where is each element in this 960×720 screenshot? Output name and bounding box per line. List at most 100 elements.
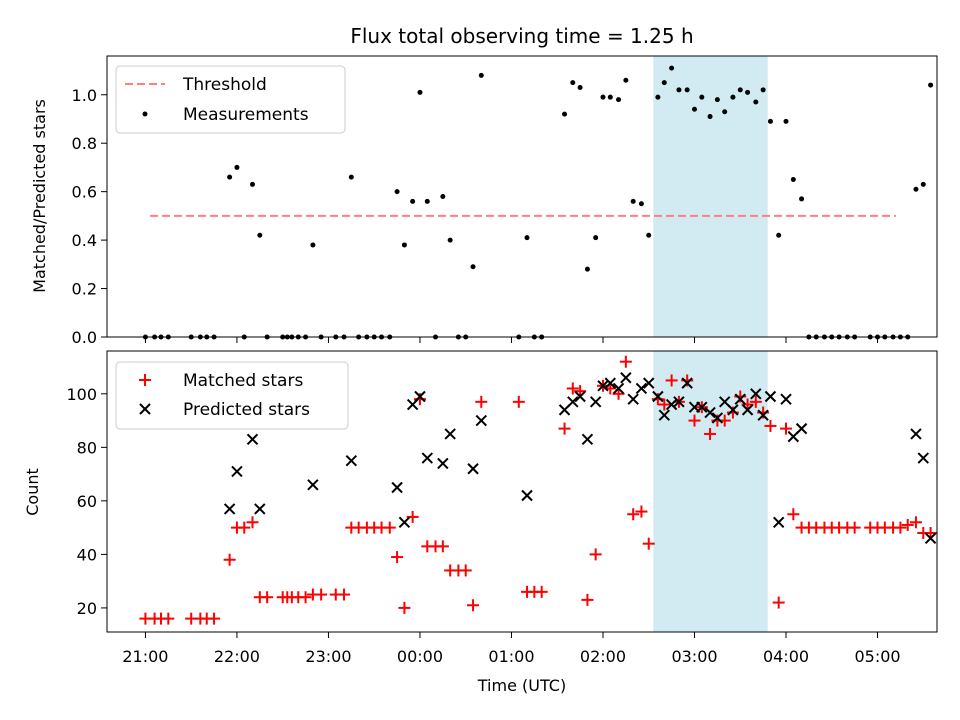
matched-star-point [627, 508, 640, 521]
predicted-star-point [741, 404, 754, 416]
measurement-point [684, 87, 690, 93]
predicted-star-point [246, 433, 259, 446]
matched-star-point [665, 374, 678, 387]
matched-star-point [223, 553, 236, 566]
matched-star-point [208, 612, 221, 625]
chart-title: Flux total observing time = 1.25 h [350, 24, 693, 48]
predicted-star-point [307, 479, 319, 491]
measurement-point [730, 94, 736, 100]
legend-predicted-label: Predicted stars [183, 400, 310, 420]
measurement-point [250, 181, 256, 187]
matched-star-point [535, 585, 548, 598]
predicted-star-point [612, 382, 625, 395]
matched-star-point [475, 395, 488, 408]
predicted-star-point [711, 412, 724, 424]
measurement-point [669, 65, 675, 71]
predicted-star-point [398, 516, 411, 528]
measurement-point [661, 80, 667, 86]
bot-y-tick-label: 40 [77, 545, 97, 564]
matched-star-point [299, 591, 312, 604]
measurement-point [630, 198, 636, 204]
predicted-star-point [437, 457, 449, 470]
bot-y-tick-label: 60 [77, 492, 97, 511]
measurement-point [570, 80, 576, 86]
predicted-star-point [910, 428, 922, 440]
bot-y-tick-label: 20 [77, 599, 97, 618]
measurement-point [600, 94, 606, 100]
predicted-star-point [604, 377, 617, 389]
measurement-point [524, 235, 530, 241]
predicted-star-point [574, 390, 586, 403]
measurement-point [691, 106, 697, 112]
measurement-point [607, 94, 613, 100]
measurement-point [638, 201, 644, 207]
x-tick-label: 03:00 [671, 647, 717, 666]
predicted-star-point [757, 409, 769, 421]
predicted-star-point [924, 532, 937, 545]
predicted-star-point [475, 414, 487, 427]
measurement-point [227, 174, 233, 180]
matched-star-point [848, 521, 861, 534]
predicted-star-point [764, 390, 777, 403]
matched-star-point [261, 591, 274, 604]
top-y-tick-label: 0.8 [72, 134, 97, 153]
predicted-star-point [421, 452, 433, 464]
predicted-star-point [780, 393, 792, 405]
measurement-point [699, 94, 705, 100]
predicted-star-point [681, 377, 693, 389]
legend-predicted-swatch [139, 403, 151, 415]
measurement-point [790, 177, 796, 183]
measurement-point [417, 89, 423, 95]
measurement-point [760, 87, 766, 93]
x-tick-label: 22:00 [214, 647, 260, 666]
predicted-star-point [917, 452, 929, 464]
predicted-star-point [635, 382, 648, 395]
matched-star-point [901, 518, 914, 531]
measurement-point [310, 242, 316, 248]
matched-star-point [315, 588, 328, 601]
x-axis-label: Time (UTC) [477, 676, 566, 695]
top-y-tick-label: 0.2 [72, 280, 97, 299]
predicted-star-point [444, 428, 456, 440]
matched-star-point [909, 516, 922, 529]
matched-star-point [558, 422, 571, 435]
predicted-star-point [696, 401, 708, 413]
predicted-star-point [750, 388, 762, 400]
matched-star-point [436, 540, 449, 553]
measurement-point [753, 99, 759, 105]
measurement-point [776, 232, 782, 238]
legend-threshold-label: Threshold [182, 75, 267, 95]
matched-star-point [162, 612, 175, 625]
measurement-point [593, 235, 599, 241]
top-legend-box [115, 65, 346, 134]
measurement-point [676, 87, 682, 93]
predicted-star-point [597, 380, 609, 392]
bot-y-tick-label: 100 [66, 385, 97, 404]
matched-star-point [764, 419, 777, 432]
predicted-star-point [521, 489, 533, 502]
measurement-point [623, 77, 629, 83]
x-tick-label: 21:00 [122, 647, 168, 666]
x-tick-label: 02:00 [580, 647, 626, 666]
measurement-point [584, 266, 590, 272]
predicted-star-point [734, 393, 746, 405]
predicted-star-point [727, 404, 739, 416]
predicted-star-point [414, 390, 426, 403]
x-tick-label: 01:00 [488, 647, 534, 666]
measurement-point [401, 242, 407, 248]
measurement-point [745, 89, 751, 95]
matched-star-point [619, 355, 632, 368]
top-y-tick-label: 0.0 [72, 328, 97, 347]
predicted-star-point [589, 396, 602, 408]
top-y-axis-label: Matched/Predicted stars [30, 99, 49, 293]
predicted-star-point [795, 422, 808, 435]
x-tick-label: 00:00 [397, 647, 443, 666]
x-tick-label: 23:00 [305, 647, 351, 666]
measurement-point [737, 87, 743, 93]
top-legend: Threshold Measurements [115, 65, 346, 134]
predicted-star-point [345, 455, 358, 467]
matched-star-point [894, 521, 907, 534]
top-y-tick-label: 0.4 [72, 231, 97, 250]
measurement-point [722, 109, 728, 115]
matched-star-point [467, 599, 480, 612]
